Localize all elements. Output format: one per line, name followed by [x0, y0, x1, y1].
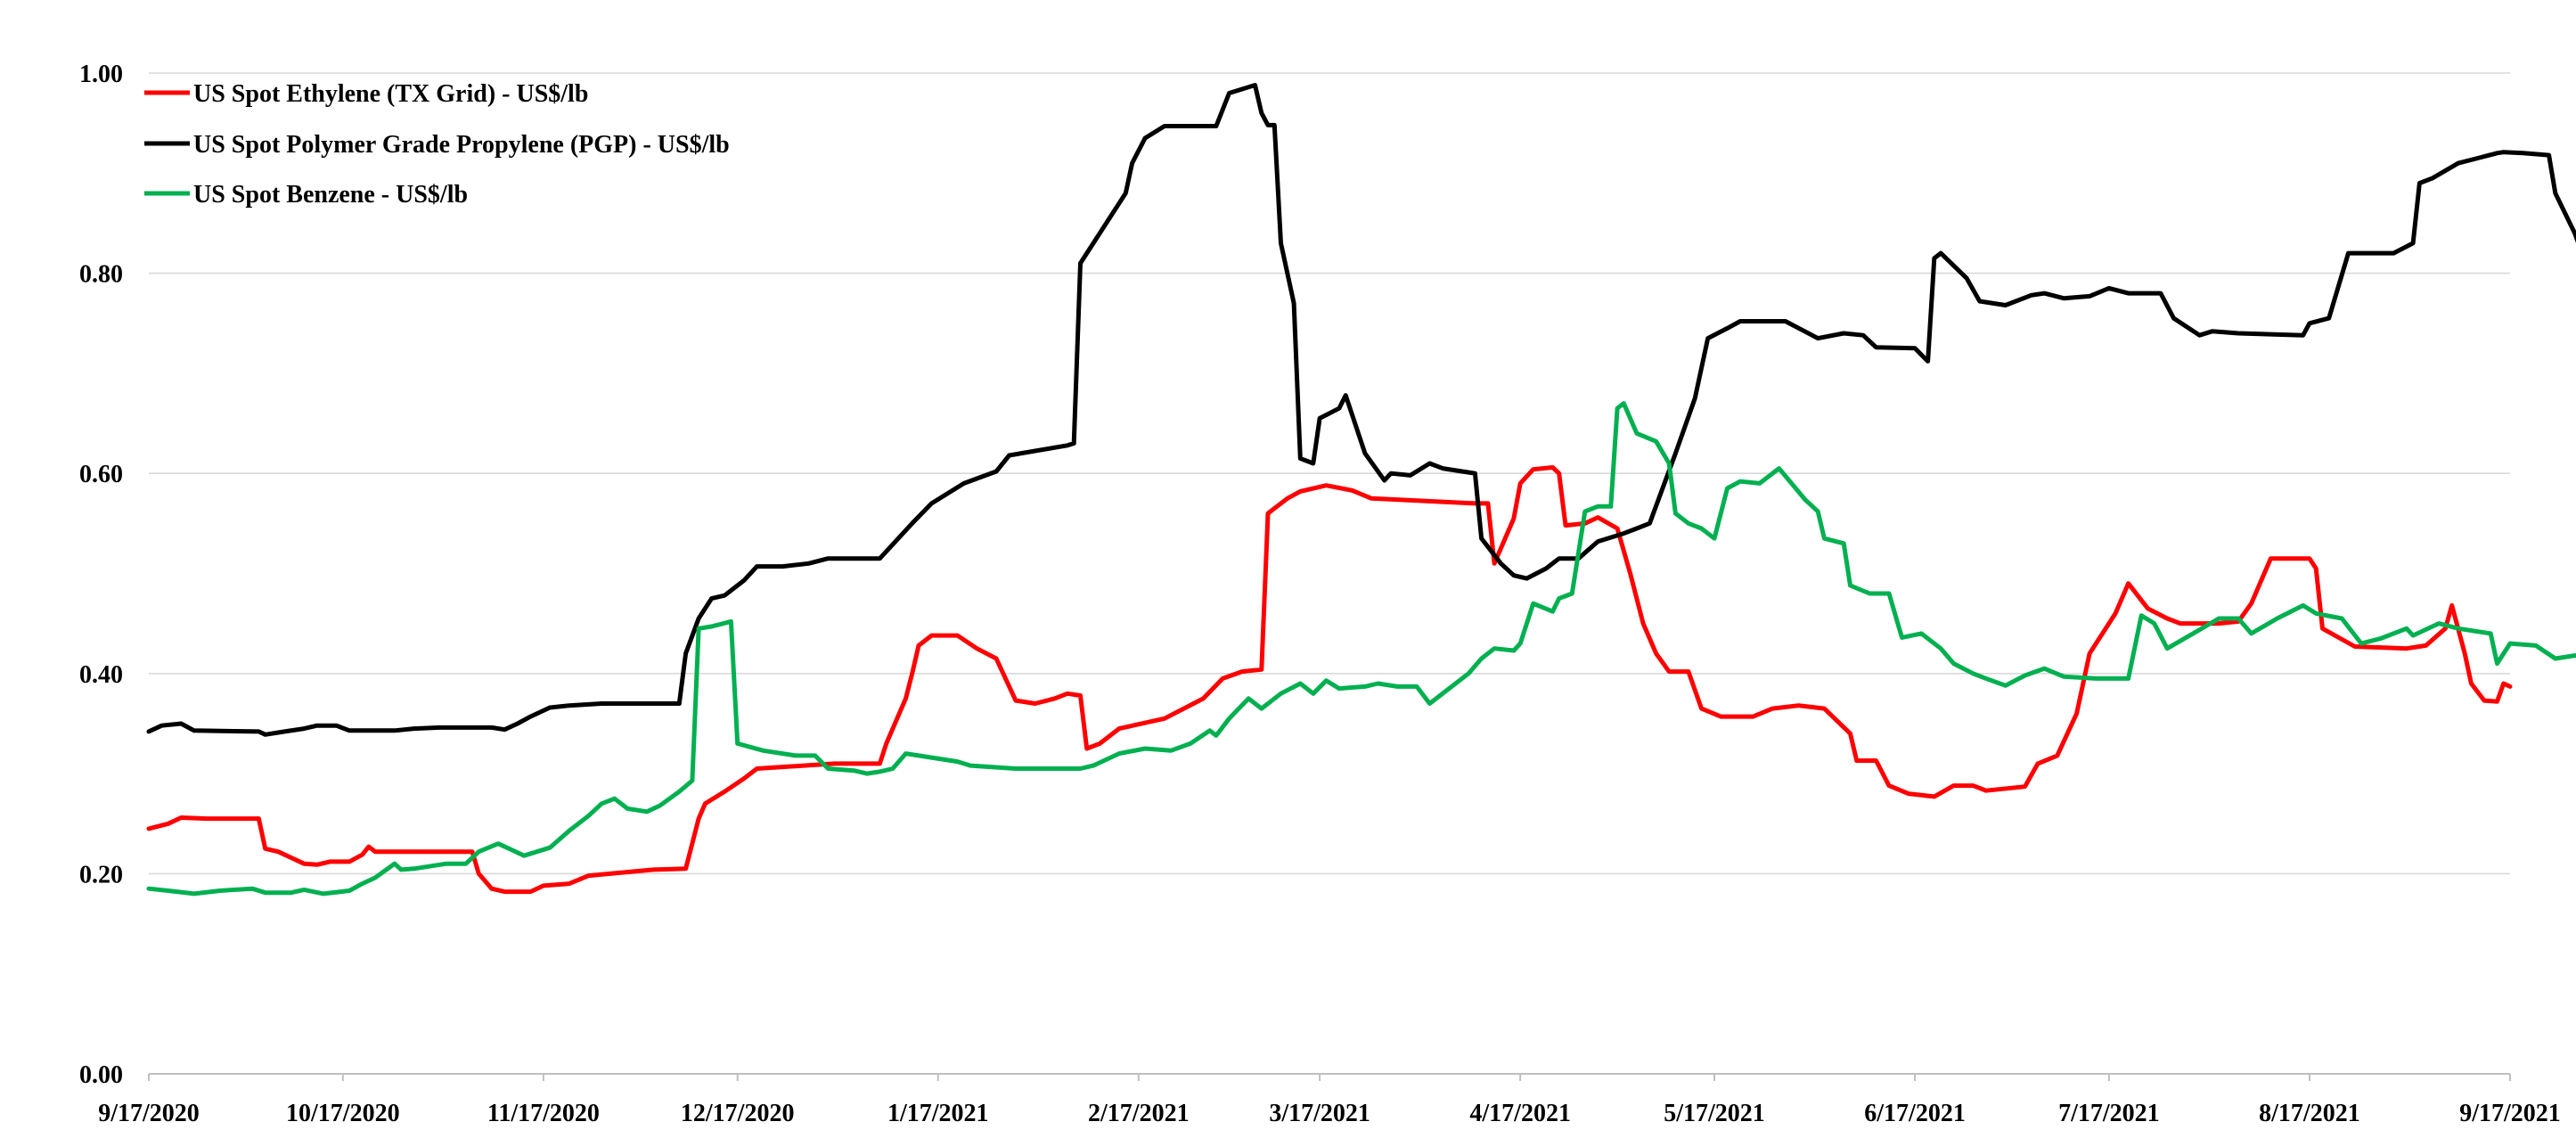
series-line-benzene	[146, 401, 2576, 896]
legend-label-propylene: US Spot Polymer Grade Propylene (PGP) - …	[193, 131, 730, 159]
x-tick-label: 6/17/2021	[1864, 1100, 1966, 1127]
y-tick-label: 0.40	[79, 661, 123, 689]
x-tick-label: 9/17/2020	[98, 1100, 200, 1127]
series-line-propylene	[146, 83, 2576, 737]
legend: US Spot Ethylene (TX Grid) - US$/lb US S…	[144, 80, 730, 209]
x-tick-label: 1/17/2021	[887, 1100, 989, 1127]
x-tick-label: 7/17/2021	[2058, 1100, 2160, 1127]
gridlines	[149, 72, 2510, 875]
x-axis-ticks: 9/17/2020 10/17/2020 11/17/2020 12/17/2020 1…	[98, 1074, 2561, 1127]
x-tick-label: 11/17/2020	[487, 1100, 600, 1127]
series-lines	[146, 83, 2576, 896]
legend-item-ethylene: US Spot Ethylene (TX Grid) - US$/lb	[144, 80, 588, 108]
y-tick-label: 0.60	[79, 461, 123, 488]
legend-item-propylene: US Spot Polymer Grade Propylene (PGP) - …	[144, 131, 730, 159]
y-tick-label: 0.20	[79, 861, 123, 888]
x-tick-label: 8/17/2021	[2259, 1100, 2360, 1127]
y-tick-label: 0.80	[79, 261, 123, 289]
x-tick-label: 3/17/2021	[1269, 1100, 1370, 1127]
x-tick-label: 10/17/2020	[286, 1100, 400, 1127]
legend-label-benzene: US Spot Benzene - US$/lb	[193, 181, 468, 209]
x-tick-label: 4/17/2021	[1469, 1100, 1571, 1127]
y-tick-label: 1.00	[79, 61, 123, 88]
x-tick-label: 5/17/2021	[1664, 1100, 1765, 1127]
legend-label-ethylene: US Spot Ethylene (TX Grid) - US$/lb	[193, 80, 588, 108]
x-tick-label: 2/17/2021	[1088, 1100, 1190, 1127]
legend-item-benzene: US Spot Benzene - US$/lb	[144, 181, 468, 209]
x-tick-label: 12/17/2020	[681, 1100, 795, 1127]
series-line-ethylene	[146, 465, 2513, 895]
x-tick-label: 9/17/2021	[2459, 1100, 2561, 1127]
y-tick-label: 0.00	[79, 1061, 123, 1089]
y-axis-ticks: 0.00 0.20 0.40 0.60 0.80 1.00	[79, 61, 123, 1089]
